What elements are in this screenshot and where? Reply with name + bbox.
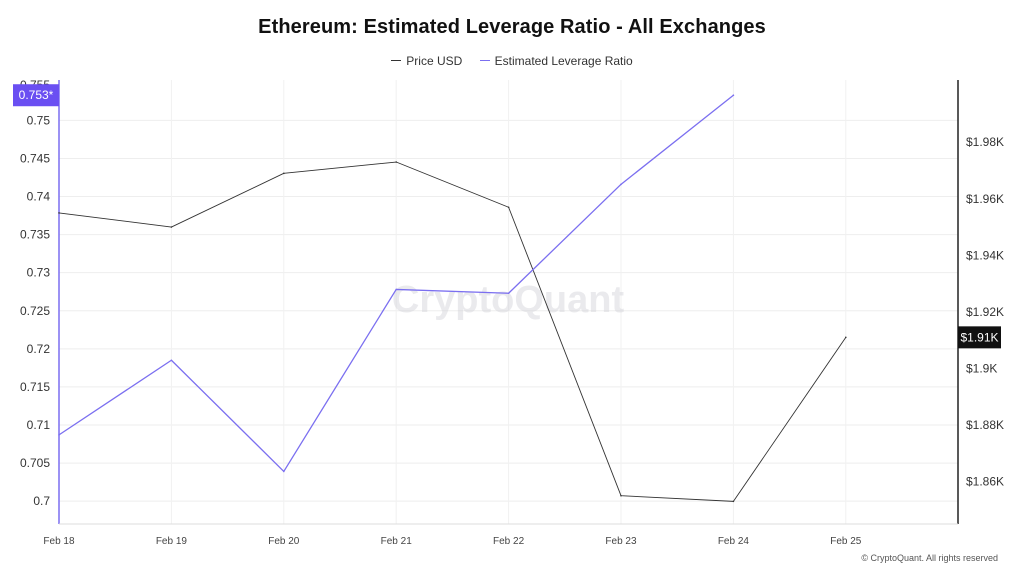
x-tick-label: Feb 20 bbox=[268, 536, 300, 547]
copyright-notice: © CryptoQuant. All rights reserved bbox=[861, 553, 998, 563]
x-tick-label: Feb 18 bbox=[43, 536, 75, 547]
series-line-price bbox=[58, 161, 847, 502]
y-right-tick-label: $1.9K bbox=[966, 361, 997, 375]
current-price-label: $1.91K bbox=[960, 330, 998, 344]
leverage-point bbox=[58, 434, 60, 436]
x-tick-label: Feb 19 bbox=[156, 536, 188, 547]
price-point bbox=[395, 161, 398, 163]
x-tick-label: Feb 22 bbox=[493, 536, 525, 547]
leverage-point bbox=[170, 359, 173, 362]
y-left-tick-label: 0.71 bbox=[27, 418, 51, 432]
legend-swatch-leverage bbox=[479, 60, 490, 61]
price-point bbox=[732, 500, 735, 503]
grid-layer bbox=[59, 80, 958, 524]
y-left-tick-label: 0.72 bbox=[27, 342, 51, 356]
price-point bbox=[58, 212, 60, 214]
x-tick-label: Feb 24 bbox=[718, 536, 750, 547]
y-left-tick-label: 0.74 bbox=[27, 190, 51, 204]
axes-layer bbox=[58, 80, 959, 525]
leverage-point bbox=[620, 183, 622, 186]
leverage-point bbox=[507, 292, 510, 295]
current-leverage-badge bbox=[13, 84, 59, 107]
y-left-tick-label: 0.735 bbox=[20, 228, 50, 242]
price-point bbox=[507, 206, 510, 209]
y-left-tick-label: 0.73 bbox=[27, 266, 51, 280]
y-left-tick-label: 0.7 bbox=[33, 494, 50, 508]
watermark: CryptoQuant bbox=[392, 279, 625, 321]
current-leverage-label: 0.753* bbox=[19, 88, 54, 102]
y-right-tick-label: $1.94K bbox=[966, 248, 1004, 262]
y-right-tick-label: $1.98K bbox=[966, 135, 1004, 149]
y-right-tick-label: $1.92K bbox=[966, 305, 1004, 319]
y-right-tick-label: $1.86K bbox=[966, 475, 1004, 489]
y-right-tick-label: $1.88K bbox=[966, 418, 1004, 432]
legend-item-price[interactable]: Price USD bbox=[391, 54, 462, 68]
x-tick-label: Feb 25 bbox=[830, 536, 862, 547]
leverage-point bbox=[395, 288, 398, 291]
leverage-point bbox=[732, 94, 735, 97]
price-point bbox=[845, 336, 847, 339]
y-left-tick-label: 0.725 bbox=[20, 304, 50, 318]
x-tick-label: Feb 21 bbox=[381, 536, 413, 547]
chart-legend: Price USD Estimated Leverage Ratio bbox=[0, 50, 1024, 68]
legend-label-price: Price USD bbox=[406, 53, 463, 68]
y-left-tick-label: 0.745 bbox=[20, 151, 50, 165]
legend-item-leverage[interactable]: Estimated Leverage Ratio bbox=[479, 53, 633, 68]
legend-swatch-price bbox=[391, 60, 402, 61]
x-tick-label: Feb 23 bbox=[605, 536, 637, 547]
y-left-tick-label: 0.705 bbox=[20, 456, 50, 470]
legend-label-leverage: Estimated Leverage Ratio bbox=[494, 53, 633, 68]
chart-title: Ethereum: Estimated Leverage Ratio - All… bbox=[258, 16, 766, 38]
labels-layer: 0.7 0.705 0.71 0.715 0.72 0.725 0.73 0.735 0.74 0… bbox=[13, 78, 1004, 547]
series-layer bbox=[58, 94, 847, 503]
current-price-badge bbox=[958, 326, 1001, 349]
price-point bbox=[283, 172, 285, 175]
price-point bbox=[620, 494, 622, 497]
y-left-tick-label: 0.75 bbox=[27, 113, 51, 127]
leverage-point bbox=[283, 470, 285, 473]
price-point bbox=[170, 226, 173, 228]
y-right-tick-label: $1.96K bbox=[966, 192, 1004, 206]
y-left-tick-label: 0.715 bbox=[20, 380, 50, 394]
